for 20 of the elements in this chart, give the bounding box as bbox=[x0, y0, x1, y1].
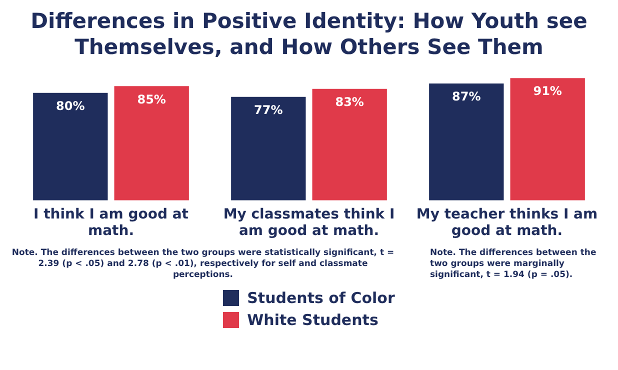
chart-title: Differences in Positive Identity: How Youth see Themselves, and How Others See Them bbox=[30, 8, 588, 60]
bar bbox=[33, 92, 108, 200]
x-tick-label: My classmates think I am good at math. bbox=[223, 206, 395, 240]
data-label: 77% bbox=[254, 103, 283, 118]
x-tick-label: I think I am good at math. bbox=[34, 206, 189, 240]
data-label: 87% bbox=[452, 90, 481, 104]
data-label: 80% bbox=[56, 99, 85, 114]
data-label: 91% bbox=[533, 84, 562, 98]
bar bbox=[312, 88, 387, 200]
bar bbox=[510, 78, 585, 200]
text: Note. The differences between the two groups were marginally significant, t = 1.94 (p = .05). bbox=[429, 248, 598, 281]
bar bbox=[231, 96, 306, 200]
bar bbox=[114, 86, 189, 200]
x-tick-label: My teacher thinks I am good at math. bbox=[416, 206, 598, 240]
data-label: 85% bbox=[137, 92, 166, 106]
legend-label: White Students bbox=[247, 311, 378, 329]
text: Note. The differences between the two groups were statistically significant, t = 2.39 (p < .05) and 2.78 (p < .01), respectively for self and classmate perceptions. bbox=[10, 248, 396, 281]
data-label: 83% bbox=[335, 94, 364, 109]
legend-label: Students of Color bbox=[247, 289, 395, 307]
bar bbox=[429, 83, 504, 200]
